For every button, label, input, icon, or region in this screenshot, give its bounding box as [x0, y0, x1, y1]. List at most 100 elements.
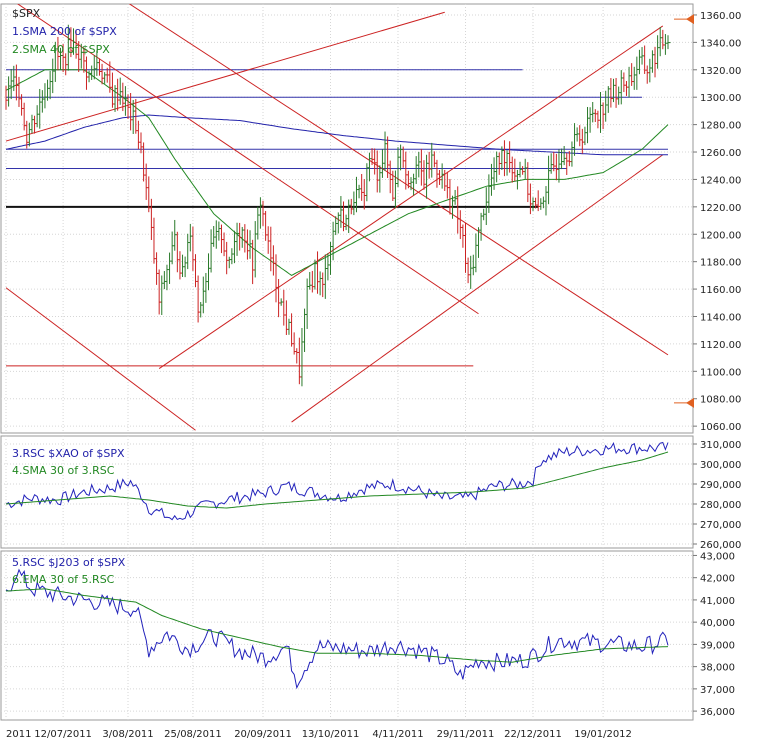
price-bar	[638, 49, 642, 75]
y-tick-label: 1080.00	[700, 395, 741, 406]
price-bar	[322, 272, 326, 298]
rsc1-panel	[0, 435, 694, 549]
price-bar	[106, 67, 110, 83]
price-bar	[389, 160, 393, 194]
y-tick-label: 40,000	[700, 618, 735, 629]
price-bar	[213, 226, 217, 247]
price-bar	[657, 35, 661, 69]
price-bar	[405, 151, 409, 190]
price-bar	[457, 186, 461, 234]
price-bar	[267, 226, 271, 254]
series-line	[5, 568, 669, 690]
price-bar	[589, 107, 593, 133]
price-bar	[555, 153, 559, 181]
legend-rsc-j203: 5.RSC $J203 of $SPX	[12, 556, 126, 569]
price-bar	[231, 248, 235, 265]
legend-sma40: 2.SMA 40 of $SPX	[12, 43, 110, 56]
price-bar	[490, 163, 494, 196]
price-bar	[332, 221, 336, 261]
price-bar	[36, 105, 40, 128]
series-line	[5, 451, 669, 509]
price-bar	[145, 163, 149, 200]
trendline	[291, 154, 664, 423]
y-tick-label: 36,000	[700, 707, 735, 718]
y-tick-label: 260,000	[700, 540, 741, 551]
price-bar	[184, 256, 188, 278]
price-bar	[561, 148, 565, 170]
price-bar	[65, 53, 69, 76]
price-bar	[171, 231, 175, 265]
price-bar	[410, 177, 414, 191]
price-bar	[153, 217, 157, 264]
price-bar	[462, 224, 466, 248]
price-bar	[117, 78, 121, 111]
price-bar	[132, 99, 136, 134]
price-bar	[259, 197, 263, 229]
price-bar	[633, 66, 637, 90]
y-tick-label: 270,000	[700, 520, 741, 531]
price-bar	[415, 156, 419, 184]
y-tick-label: 1260.00	[700, 148, 741, 159]
trendline	[16, 4, 479, 315]
price-bar	[223, 232, 227, 257]
price-bar	[246, 229, 250, 260]
price-bar	[646, 65, 650, 84]
price-bar	[576, 127, 580, 142]
price-bar	[317, 251, 321, 294]
price-bar	[169, 252, 173, 284]
y-tick-label: 1160.00	[700, 285, 741, 296]
price-bar	[337, 212, 341, 234]
price-bar	[85, 56, 89, 90]
price-bar	[189, 223, 193, 252]
price-bar	[192, 226, 196, 271]
y-tick-label: 1140.00	[700, 312, 741, 323]
price-bar	[335, 216, 339, 236]
price-bar	[387, 136, 391, 178]
price-bar	[91, 65, 95, 80]
price-bar	[140, 132, 144, 154]
price-bar	[659, 27, 663, 57]
price-bar	[345, 214, 349, 231]
price-bar	[631, 63, 635, 86]
price-bar	[228, 256, 232, 269]
price-bar	[135, 99, 139, 134]
price-bar	[545, 186, 549, 216]
y-tick-label: 300,000	[700, 460, 741, 471]
price-bar	[207, 253, 211, 291]
price-bar	[384, 131, 388, 171]
price-bar	[465, 222, 469, 273]
price-bar	[130, 92, 134, 131]
price-bar	[28, 122, 32, 147]
price-bar	[13, 65, 17, 92]
price-bar	[514, 158, 518, 182]
price-bar	[587, 106, 591, 144]
y-tick-label: 1060.00	[700, 422, 741, 433]
price-bar	[124, 86, 128, 116]
y-tick-label: 1100.00	[700, 367, 741, 378]
price-bar	[179, 251, 183, 280]
price-bar	[62, 44, 66, 73]
price-bar	[166, 264, 170, 291]
price-bar	[542, 196, 546, 209]
price-bar	[31, 114, 35, 134]
price-bar	[218, 221, 222, 241]
y-tick-label: 1220.00	[700, 203, 741, 214]
price-bar	[654, 46, 658, 78]
price-bar	[607, 86, 611, 113]
price-bar	[535, 197, 539, 209]
price-bar	[49, 70, 53, 100]
price-bar	[477, 227, 481, 258]
price-bar	[249, 230, 253, 259]
price-bar	[475, 233, 479, 273]
price-bar	[579, 125, 583, 147]
price-bar	[301, 328, 305, 387]
price-bar	[444, 169, 448, 191]
price-bar	[67, 24, 71, 71]
price-bar	[202, 276, 206, 314]
price-bar	[156, 252, 160, 285]
y-tick-label: 310,000	[700, 440, 741, 451]
price-bar	[446, 171, 450, 199]
price-bar	[10, 68, 14, 100]
trendline	[5, 287, 196, 431]
